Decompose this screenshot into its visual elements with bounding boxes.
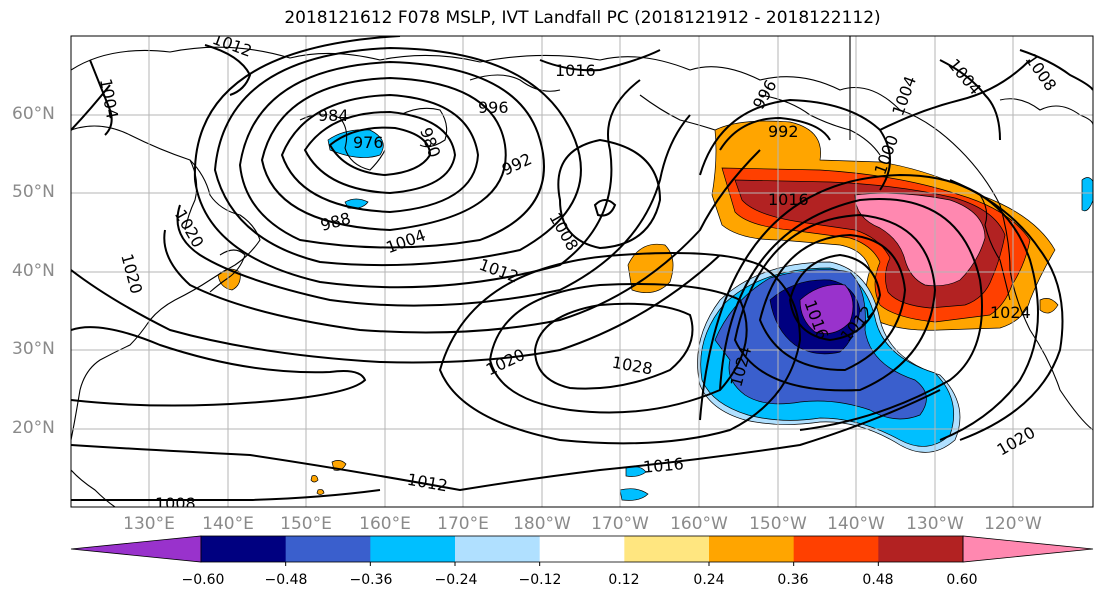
isobar-label: 992 (768, 122, 799, 141)
colorbar-segment (709, 536, 795, 562)
ivt-positive-shading (217, 120, 1059, 495)
lon-label: 140°E (202, 514, 254, 534)
colorbar-tick-label: −0.36 (349, 572, 393, 588)
isobar-label: 976 (353, 133, 384, 152)
colorbar-extend-max (962, 535, 1094, 563)
isobar-label: 996 (478, 98, 509, 117)
ivt-pos-blob-tiny (310, 475, 319, 483)
map-frame (70, 35, 1094, 508)
gridlines (71, 36, 1093, 507)
colorbar-segment (878, 536, 964, 562)
colorbar-segment (370, 536, 456, 562)
lat-label: 40°N (12, 261, 55, 281)
ivt-neg-blob-south2 (619, 488, 649, 501)
lon-label: 170°W (591, 514, 649, 534)
coastlines (71, 36, 1093, 507)
lat-label: 60°N (12, 104, 55, 124)
isobar-label: 1016 (555, 61, 596, 80)
ivt-pos-blob-sw (1039, 298, 1059, 314)
lon-label: 180°W (513, 514, 571, 534)
ivt-pos-blob-sm (627, 243, 674, 293)
lon-label: 120°W (984, 514, 1042, 534)
colorbar-tick-label: −0.24 (434, 572, 478, 588)
colorbar-tick-label: −0.48 (264, 572, 308, 588)
colorbar-segment (455, 536, 541, 562)
isobar-label: 1016 (768, 190, 809, 209)
lon-label: 160°W (670, 514, 728, 534)
lon-label: 130°W (906, 514, 964, 534)
ivt-pos-blob-tiny2 (316, 489, 325, 495)
colorbar-segment (201, 536, 287, 562)
isobar-label: 1016 (642, 454, 684, 476)
ivt-neg-blob-east (1081, 177, 1093, 212)
isobar-label: 1008 (155, 494, 196, 513)
lat-label: 30°N (12, 339, 55, 359)
lon-label: 140°W (827, 514, 885, 534)
lon-label: 150°E (280, 514, 332, 534)
lat-label: 20°N (12, 418, 55, 438)
colorbar-outline (200, 535, 964, 563)
lon-label: 170°E (437, 514, 489, 534)
colorbar-segment (539, 536, 625, 562)
colorbar-tick-label: 0.12 (608, 572, 640, 588)
colorbar-tick-label: 0.36 (777, 572, 809, 588)
isobar-label: 984 (318, 106, 349, 125)
colorbar-tick-label: 0.24 (693, 572, 725, 588)
ivt-contour-pos-0.60 (854, 193, 986, 287)
colorbar-segment (285, 536, 371, 562)
isobar-label: 1024 (990, 303, 1031, 322)
colorbar-tick-label: −0.12 (518, 572, 562, 588)
mslp-isobars (71, 36, 1093, 502)
colorbar-segment (793, 536, 879, 562)
colorbar-tick-label: 0.60 (946, 572, 978, 588)
colorbar (70, 535, 1094, 566)
ivt-contour-neg-0.60 (799, 284, 854, 334)
lon-label: 150°W (749, 514, 807, 534)
colorbar-tick-label: −0.60 (181, 572, 225, 588)
colorbar-tick-label: 0.48 (862, 572, 894, 588)
lon-label: 160°E (359, 514, 411, 534)
lon-label: 130°E (123, 514, 175, 534)
map-title: 2018121612 F078 MSLP, IVT Landfall PC (2… (284, 8, 881, 28)
colorbar-extend-min (70, 535, 202, 563)
lat-label: 50°N (12, 182, 55, 202)
colorbar-segment (624, 536, 710, 562)
